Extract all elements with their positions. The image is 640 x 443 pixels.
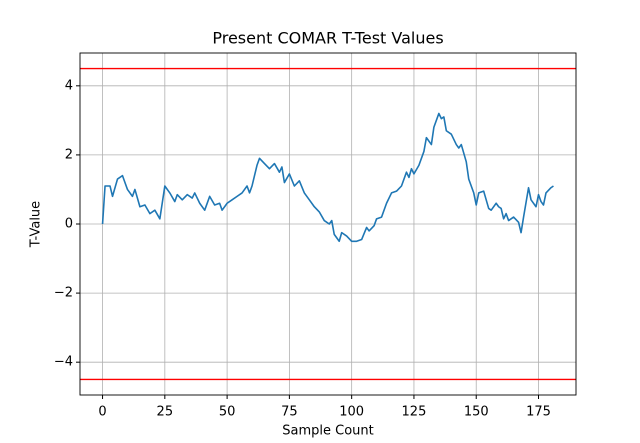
x-tick-label: 0 [98,405,106,420]
x-tick-label: 25 [157,405,174,420]
y-tick-label: 0 [65,217,73,232]
x-tick-label: 125 [402,405,427,420]
plot-frame [79,52,577,396]
x-tick-label: 100 [339,405,364,420]
y-tick-label: −2 [54,286,73,301]
y-tick-label: −4 [54,355,73,370]
y-axis-label: T-Value [29,201,44,248]
y-tick-label: 2 [65,147,73,162]
x-tick-label: 50 [219,405,236,420]
x-tick-label: 150 [464,405,489,420]
x-tick-label: 75 [281,405,298,420]
y-tick-label: 4 [65,78,73,93]
x-axis-label: Sample Count [282,424,373,439]
x-tick-label: 175 [526,405,551,420]
chart-title: Present COMAR T-Test Values [212,29,443,48]
data-line [101,112,554,243]
